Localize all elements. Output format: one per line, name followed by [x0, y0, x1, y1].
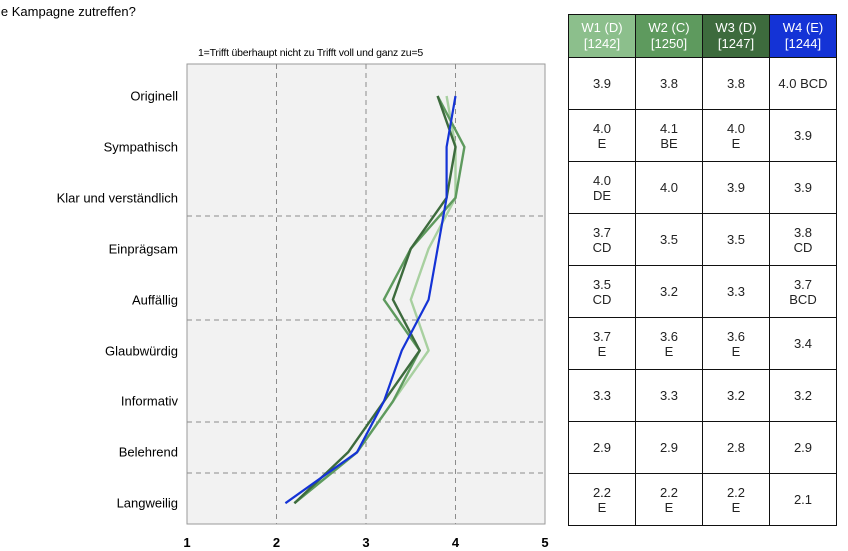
table-row: 3.7 CD 3.5 3.5 3.8 CD [568, 213, 837, 266]
wave-label: W4 (E) [782, 20, 824, 35]
table-row: 3.7 E 3.6 E 3.6 E 3.4 [568, 317, 837, 370]
table-cell: 4.0 E [702, 109, 770, 162]
table-cell: 3.5 [635, 213, 703, 266]
table-cell: 3.8 [702, 57, 770, 110]
table-header-row: W1 (D) [1242] W2 (C) [1250] W3 (D) [1247] W4 (… [568, 14, 837, 58]
table-cell: 3.2 [769, 369, 837, 422]
table-cell: 3.2 [635, 265, 703, 318]
column-header: W3 (D) [1247] [702, 14, 770, 58]
table-cell: 2.2 E [635, 473, 703, 526]
wave-label: W2 (C) [648, 20, 690, 35]
table-cell: 2.2 E [568, 473, 636, 526]
table-cell: 3.7 BCD [769, 265, 837, 318]
table-row: 3.3 3.3 3.2 3.2 [568, 369, 837, 422]
category-labels: Originell Sympathisch Klar und verständlic… [0, 0, 178, 551]
category-label: Belehrend [118, 444, 178, 460]
wave-label: W3 (D) [715, 20, 757, 35]
column-header: W4 (E) [1244] [769, 14, 837, 58]
table-cell: 4.0 [635, 161, 703, 214]
table-cell: 4.0 DE [568, 161, 636, 214]
table-cell: 2.1 [769, 473, 837, 526]
table-cell: 2.8 [702, 421, 770, 474]
table-cell: 2.9 [769, 421, 837, 474]
category-label: Langweilig [116, 495, 178, 511]
table-row: 3.9 3.8 3.8 4.0 BCD [568, 57, 837, 110]
sample-size: [1247] [717, 36, 755, 51]
series-line-3 [293, 95, 457, 505]
table-cell: 2.9 [635, 421, 703, 474]
x-tick-label: 5 [541, 535, 549, 550]
sample-size: [1244] [784, 36, 822, 51]
table-cell: 3.3 [635, 369, 703, 422]
table-cell: 2.2 E [702, 473, 770, 526]
column-header: W2 (C) [1250] [635, 14, 703, 58]
wave-label: W1 (D) [581, 20, 623, 35]
table-cell: 3.5 CD [568, 265, 636, 318]
series-line-2 [293, 95, 466, 505]
column-header: W1 (D) [1242] [568, 14, 636, 58]
table-cell: 3.9 [769, 109, 837, 162]
series-line-4 [284, 95, 457, 505]
sample-size: [1242] [583, 36, 621, 51]
scale-note: 1=Trifft überhaupt nicht zu Trifft voll … [198, 47, 424, 59]
table-row: 2.2 E 2.2 E 2.2 E 2.1 [568, 473, 837, 526]
table-cell: 2.9 [568, 421, 636, 474]
table-cell: 3.5 [702, 213, 770, 266]
table-cell: 3.8 CD [769, 213, 837, 266]
table-row: 4.0 E 4.1 BE 4.0 E 3.9 [568, 109, 837, 162]
x-tick-label: 2 [272, 535, 281, 550]
category-label: Sympathisch [103, 139, 178, 155]
table-cell: 3.7 CD [568, 213, 636, 266]
category-label: Informativ [120, 393, 178, 409]
table-row: 3.5 CD 3.2 3.3 3.7 BCD [568, 265, 837, 318]
x-tick-label: 3 [362, 535, 370, 550]
sample-size: [1250] [650, 36, 688, 51]
table-cell: 3.7 E [568, 317, 636, 370]
category-label: Auffällig [131, 292, 178, 308]
table-cell: 3.6 E [702, 317, 770, 370]
table-cell: 4.0 E [568, 109, 636, 162]
page-title: ie Kampagne zutreffen? [0, 4, 136, 19]
table-cell: 3.4 [769, 317, 837, 370]
table-cell: 3.6 E [635, 317, 703, 370]
table-cell: 3.2 [702, 369, 770, 422]
category-label: Glaubwürdig [105, 343, 178, 358]
table-cell: 3.9 [568, 57, 636, 110]
table-cell: 4.1 BE [635, 109, 703, 162]
x-tick-label: 1 [183, 535, 191, 550]
table-row: 2.9 2.9 2.8 2.9 [568, 421, 837, 474]
table-cell: 3.9 [769, 161, 837, 214]
table-cell: 3.3 [568, 369, 636, 422]
table-cell: 3.9 [702, 161, 770, 214]
category-label: Klar und verständlich [56, 190, 178, 206]
table-cell: 4.0 BCD [769, 57, 837, 110]
category-label: Originell [130, 88, 178, 104]
category-label: Einprägsam [108, 241, 178, 257]
table-cell: 3.8 [635, 57, 703, 110]
results-table: W1 (D) [1242] W2 (C) [1250] W3 (D) [1247] W4 (… [568, 14, 837, 526]
table-row: 4.0 DE 4.0 3.9 3.9 [568, 161, 837, 214]
table-body: 3.9 3.8 3.8 4.0 BCD 4.0 E 4.1 BE 4.0 E 3.9 4.0 DE 4.0… [568, 57, 837, 526]
x-tick-label: 4 [451, 535, 460, 550]
table-cell: 3.3 [702, 265, 770, 318]
